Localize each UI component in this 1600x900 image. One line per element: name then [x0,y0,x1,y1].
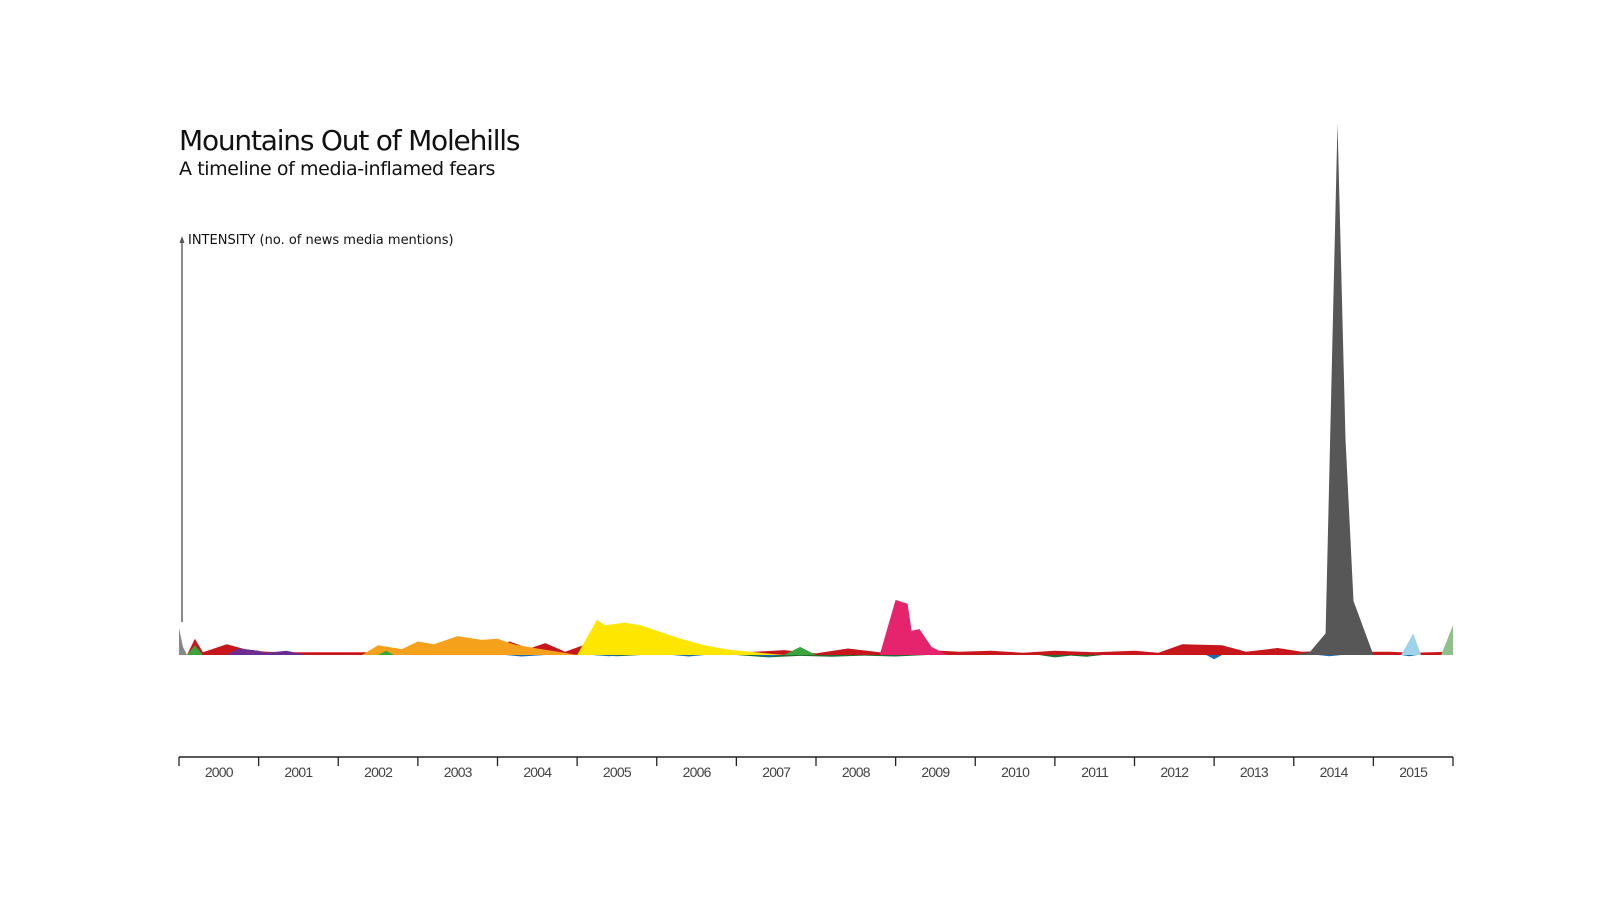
x-tick-label: 2012 [1160,764,1189,780]
x-tick-label: 2000 [205,764,234,780]
x-tick-label: 2002 [364,764,393,780]
series-area-0 [179,628,187,655]
x-tick-label: 2007 [762,764,791,780]
chart-subtitle: A timeline of media-inflamed fears [179,158,496,180]
series-area-4 [577,619,785,655]
chart-title: Mountains Out of Molehills [179,124,520,157]
x-tick-label: 2003 [444,764,473,780]
x-axis-ticks: 2000 2001 2002 2003 2004 2005 2006 2007 2008 2009… [178,757,1454,780]
series-area-8 [1441,625,1453,655]
series-area-10 [593,655,1103,658]
x-tick-label: 2014 [1320,764,1349,780]
series-area-2 [226,648,307,655]
x-tick-label: 2010 [1001,764,1030,780]
x-tick-label: 2015 [1399,764,1428,780]
x-tick-label: 2005 [603,764,632,780]
series-area-5 [879,599,948,655]
x-tick-label: 2006 [683,764,712,780]
series-area-7 [1401,633,1422,655]
x-tick-label: 2013 [1240,764,1269,780]
series-areas [179,123,1453,660]
x-tick-label: 2011 [1081,764,1109,780]
series-area-3 [362,636,578,655]
series-area-11 [505,655,1418,660]
y-axis-arrow-icon [179,236,185,243]
axes: INTENSITY (no. of news media mentions) [179,233,1453,758]
series-area-6 [1293,123,1374,656]
y-axis-label: INTENSITY (no. of news media mentions) [188,233,454,248]
x-tick-label: 2009 [921,764,950,780]
x-tick-label: 2008 [842,764,871,780]
x-tick-label: 2001 [284,764,313,780]
x-tick-label: 2004 [523,764,552,780]
